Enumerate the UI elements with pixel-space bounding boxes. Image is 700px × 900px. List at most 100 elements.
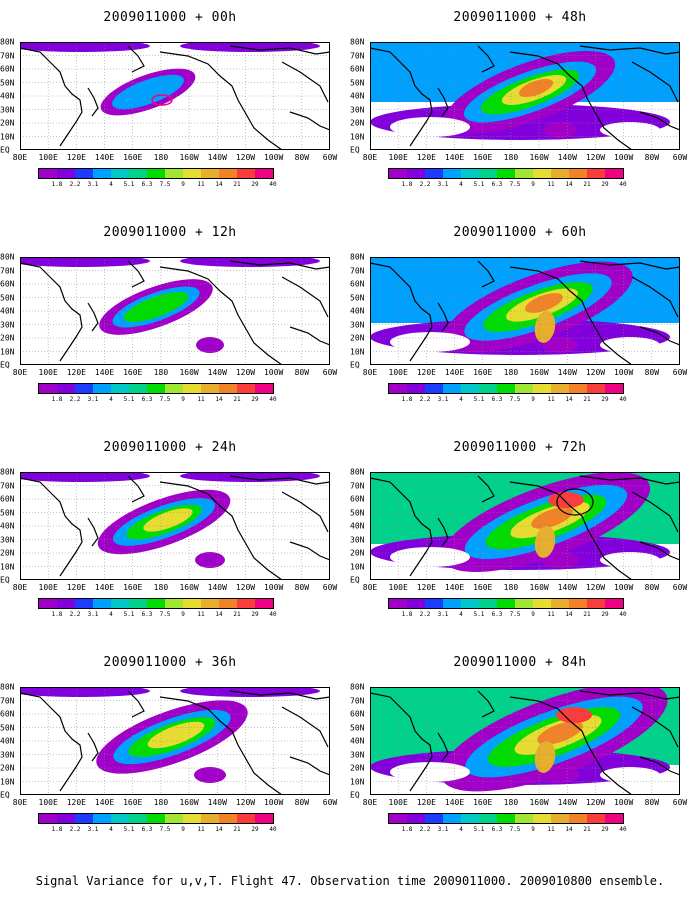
colorbar-swatch [129,814,147,823]
colorbar-swatch [111,169,129,178]
colorbar-label: 14 [215,396,223,403]
colorbar-label: 14 [215,611,223,618]
colorbar-swatch [425,814,443,823]
coastline [229,260,330,270]
contour-field [556,707,592,723]
colorbar-label: 1.8 [401,396,413,403]
coastline [437,302,449,332]
colorbar-swatch [569,384,587,393]
coastline [579,260,680,270]
x-tick-label: 180 [153,153,169,162]
colorbar-label: 21 [233,611,241,618]
y-tick-label: 20N [0,548,15,558]
colorbar-swatch [219,169,237,178]
coastline [127,690,145,718]
colorbar-label: 14 [215,181,223,188]
colorbar-label: 1.8 [401,611,413,618]
panel-title: 2009011000 + 12h [103,225,237,240]
colorbar-swatch [39,814,57,823]
colorbar-label: 2.2 [419,396,431,403]
x-tick-label: 160E [473,368,493,377]
x-tick-label: 160W [179,368,199,377]
x-tick-label: 100E [38,153,58,162]
coastline [579,690,680,700]
map-panel: 2009011000 + 84h EQ 10N 20N 30N 40N 50N 60N 70N 8… [350,645,690,855]
x-tick-label: 100W [263,368,284,377]
colorbar-swatch [93,599,111,608]
colorbar-swatch [497,169,515,178]
colorbar-swatch [443,814,461,823]
coastline [87,302,99,332]
colorbar-label: 5.1 [123,826,135,833]
y-tick-label: 60N [0,709,15,719]
colorbar-swatch [515,599,533,608]
colorbar-label: 14 [565,396,573,403]
colorbar-label: 11 [547,826,555,833]
y-tick-label: 30N [350,535,365,544]
colorbar-label: 11 [547,181,555,188]
colorbar-swatch [237,169,255,178]
x-tick-label: 140E [444,368,465,377]
colorbar-label: 6.3 [141,396,153,403]
colorbar-label: 9 [531,826,535,833]
colorbar-label: 4 [459,826,463,833]
contour-field [147,721,205,749]
map-frame [370,687,680,795]
map-panel: 2009011000 + 24h EQ 10N 20N 30N 40N 50N 60N 70N 8… [0,430,340,640]
colorbar-label: 1.8 [401,181,413,188]
x-tick-label: 100E [388,368,408,377]
colorbar-swatch [129,384,147,393]
colorbar-swatch [129,169,147,178]
colorbar-label: 6.3 [491,181,503,188]
coastline [370,692,433,792]
y-tick-label: 50N [0,293,15,302]
x-tick-label: 60W [672,798,688,807]
y-tick-label: EQ [0,145,10,155]
y-tick-label: 80N [350,467,365,477]
contour-field [537,721,583,745]
colorbar-swatch [111,384,129,393]
x-tick-label: 160W [179,583,199,592]
x-tick-label: 100E [38,798,58,807]
coastline [159,266,283,365]
x-tick-label: 160W [179,798,199,807]
colorbar-swatch [39,384,57,393]
colorbar-label: 6.3 [491,396,503,403]
x-tick-label: 120W [585,153,606,162]
colorbar-swatch [515,384,533,393]
contour-field [548,492,584,508]
colorbar-label: 29 [601,611,609,618]
colorbar-swatch [165,814,183,823]
y-tick-label: 10N [350,562,365,571]
colorbar [388,383,624,394]
y-tick-label: 80N [350,682,365,692]
y-tick-label: 40N [0,521,15,531]
x-tick-label: 100W [263,798,284,807]
colorbar-swatch [389,599,407,608]
x-tick-label: 80W [294,798,310,807]
colorbar-swatch [479,599,497,608]
colorbar-swatch [497,599,515,608]
colorbar-swatch [443,384,461,393]
y-tick-label: 60N [0,494,15,504]
x-tick-label: 120E [416,153,436,162]
y-tick-label: EQ [350,360,360,370]
colorbar-swatch [93,169,111,178]
colorbar-swatch [201,599,219,608]
colorbar-label: 7.5 [159,181,171,188]
colorbar-swatch [443,169,461,178]
colorbar-label: 4 [459,396,463,403]
y-tick-label: 80N [350,37,365,47]
colorbar-label: 40 [269,826,277,833]
x-tick-label: 80E [362,798,378,807]
map-area [370,42,680,150]
colorbar-label: 2.2 [69,396,81,403]
contour-field [390,117,470,137]
colorbar-label: 11 [197,181,205,188]
colorbar-label: 5.1 [473,826,485,833]
x-tick-label: 80W [644,798,660,807]
colorbar-label: 6.3 [491,826,503,833]
y-tick-label: 10N [0,562,15,571]
x-tick-label: 80W [294,583,310,592]
x-tick-label: 140E [94,798,115,807]
